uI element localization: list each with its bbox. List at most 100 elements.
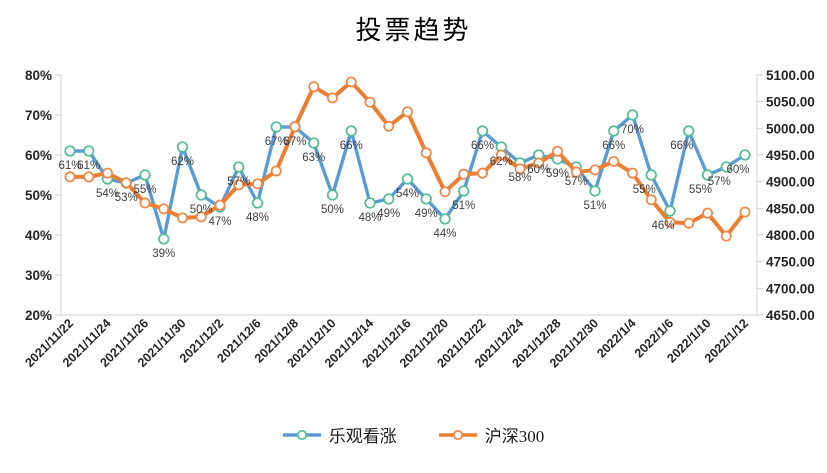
data-label-bullish: 44%	[433, 228, 456, 240]
marker-bullish	[383, 193, 395, 205]
marker-bullish	[83, 145, 95, 157]
data-label-bullish: 60%	[726, 164, 749, 176]
y-axis-label-right: 4650.00	[766, 308, 815, 323]
marker-hs300	[233, 179, 245, 191]
data-label-bullish: 66%	[340, 140, 363, 152]
marker-hs300	[702, 207, 713, 219]
legend-item-bullish[interactable]: 乐观看涨	[282, 422, 397, 447]
data-label-bullish: 55%	[689, 184, 712, 196]
y-axis-label-left: 20%	[25, 308, 52, 323]
marker-bullish	[401, 173, 414, 185]
marker-bullish	[195, 189, 207, 201]
marker-hs300	[64, 171, 76, 183]
marker-bullish	[64, 145, 76, 157]
marker-hs300	[664, 216, 676, 228]
legend-item-hs300[interactable]: 沪深300	[438, 422, 545, 447]
data-label-bullish: 66%	[602, 140, 625, 152]
marker-hs300	[458, 168, 470, 180]
marker-hs300	[120, 177, 132, 189]
data-label-bullish: 51%	[583, 200, 606, 212]
data-label-bullish: 49%	[377, 208, 400, 220]
y-axis-label-right: 4850.00	[766, 201, 815, 216]
marker-bullish	[176, 141, 189, 153]
data-label-bullish: 54%	[96, 188, 119, 200]
marker-bullish	[645, 169, 657, 181]
marker-hs300	[195, 211, 207, 223]
data-label-bullish: 39%	[152, 248, 175, 260]
y-axis-label-right: 5100.00	[766, 68, 815, 83]
marker-hs300	[83, 171, 95, 183]
data-label-bullish: 61%	[77, 160, 100, 172]
marker-bullish	[364, 197, 376, 209]
y-axis-label-right: 5000.00	[766, 121, 815, 136]
data-label-bullish: 51%	[452, 200, 475, 212]
data-label-bullish: 67%	[265, 136, 288, 148]
marker-bullish	[251, 197, 264, 209]
marker-hs300	[514, 163, 526, 175]
legend-line-marker-icon	[438, 429, 477, 440]
marker-bullish	[439, 213, 451, 225]
data-label-bullish: 62%	[490, 156, 513, 168]
data-label-bullish: 66%	[670, 140, 693, 152]
marker-hs300	[739, 206, 751, 218]
marker-hs300	[252, 178, 263, 190]
marker-bullish	[626, 109, 639, 121]
marker-bullish	[158, 233, 170, 245]
marker-hs300	[402, 106, 413, 118]
marker-bullish	[589, 185, 601, 197]
marker-hs300	[533, 157, 545, 169]
y-axis-label-left: 50%	[25, 188, 52, 203]
marker-hs300	[570, 166, 582, 178]
data-label-bullish: 55%	[633, 184, 656, 196]
data-label-bullish: 46%	[651, 220, 674, 232]
y-axis-label-left: 40%	[25, 228, 52, 243]
marker-bullish	[608, 125, 620, 137]
marker-hs300	[327, 92, 338, 104]
data-label-bullish: 57%	[227, 176, 250, 188]
data-label-bullish: 55%	[133, 184, 156, 196]
marker-bullish	[326, 189, 339, 201]
marker-hs300	[345, 76, 357, 88]
marker-bullish	[739, 149, 751, 161]
data-label-bullish: 57%	[708, 176, 731, 188]
data-label-bullish: 50%	[321, 204, 344, 216]
marker-hs300	[158, 203, 170, 215]
marker-bullish	[458, 185, 470, 197]
marker-bullish	[720, 161, 732, 173]
data-label-bullish: 66%	[471, 140, 494, 152]
marker-bullish	[476, 125, 489, 137]
data-label-bullish: 60%	[527, 164, 550, 176]
legend-label-bullish: 乐观看涨	[328, 427, 397, 446]
data-label-bullish: 48%	[358, 212, 381, 224]
legend-line-marker-icon	[282, 429, 321, 440]
marker-bullish	[683, 125, 695, 137]
data-label-bullish: 63%	[302, 152, 325, 164]
marker-bullish	[701, 169, 714, 181]
legend-label-hs300: 沪深300	[484, 427, 545, 446]
data-label-bullish: 59%	[546, 168, 569, 180]
marker-hs300	[495, 149, 507, 161]
y-axis-label-right: 4800.00	[766, 228, 815, 243]
data-label-bullish: 61%	[58, 160, 81, 172]
marker-hs300	[645, 194, 657, 206]
y-axis-label-right: 4700.00	[766, 281, 815, 296]
data-label-bullish: 49%	[415, 208, 438, 220]
marker-hs300	[477, 167, 488, 179]
y-axis-label-right: 4750.00	[766, 255, 815, 270]
marker-bullish	[270, 121, 282, 133]
data-label-bullish: 62%	[171, 156, 194, 168]
marker-bullish	[308, 137, 320, 149]
marker-hs300	[683, 217, 695, 229]
marker-hs300	[552, 145, 563, 157]
marker-bullish	[345, 125, 357, 137]
marker-bullish	[664, 205, 676, 217]
marker-hs300	[627, 167, 638, 179]
y-axis-label-right: 4900.00	[766, 175, 815, 190]
marker-hs300	[177, 212, 188, 224]
marker-bullish	[233, 161, 245, 173]
marker-bullish	[420, 193, 432, 205]
y-axis-label-left: 80%	[25, 68, 52, 83]
marker-bullish	[139, 169, 151, 181]
